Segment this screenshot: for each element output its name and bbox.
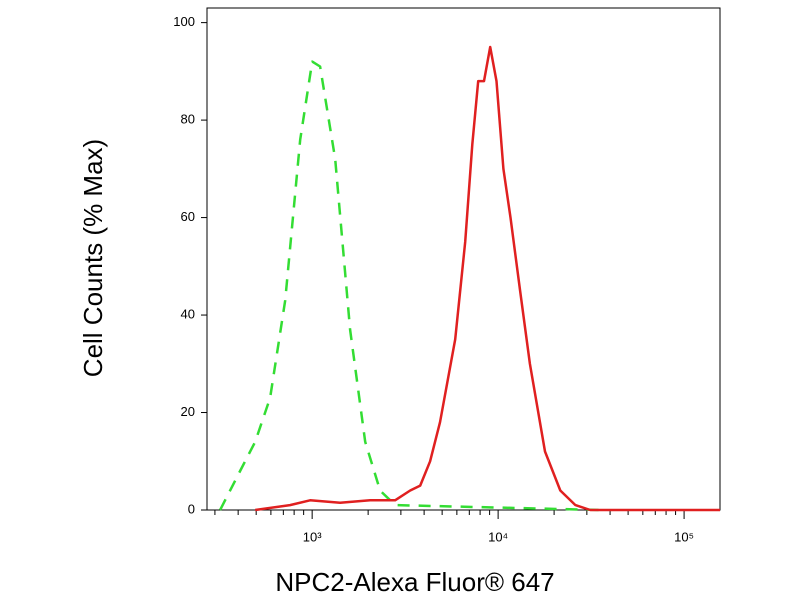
x-tick-label: 10⁵ [674, 529, 694, 544]
x-tick-label: 10⁴ [488, 529, 508, 544]
y-tick-label: 0 [188, 501, 195, 516]
x-axis-label: NPC2-Alexa Fluor® 647 [275, 567, 554, 597]
x-tick-label: 10³ [303, 529, 322, 544]
y-axis-label: Cell Counts (% Max) [78, 139, 108, 377]
y-tick-label: 20 [181, 404, 195, 419]
series-line [218, 60, 601, 512]
y-tick-label: 100 [173, 14, 195, 29]
y-tick-label: 80 [181, 112, 195, 127]
series-line [255, 45, 720, 512]
plot-frame [206, 7, 721, 511]
y-tick-label: 60 [181, 209, 195, 224]
y-tick-label: 40 [181, 306, 195, 321]
